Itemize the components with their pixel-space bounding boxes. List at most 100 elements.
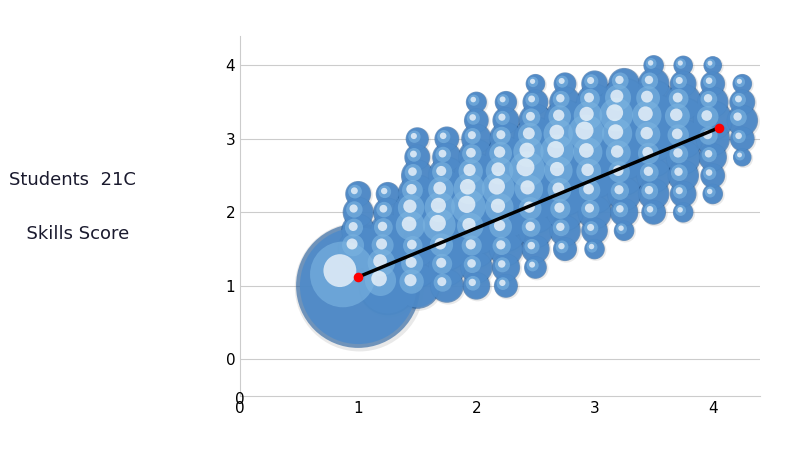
Point xyxy=(437,151,450,158)
Point xyxy=(678,136,690,144)
Point xyxy=(678,155,690,162)
Point xyxy=(382,191,395,198)
Point xyxy=(352,274,365,281)
Point xyxy=(522,203,535,211)
Point xyxy=(733,151,746,158)
Point xyxy=(382,282,394,289)
Point xyxy=(501,136,514,144)
Point xyxy=(501,284,514,291)
Point xyxy=(558,227,571,234)
Point xyxy=(529,264,542,271)
Point xyxy=(529,117,542,124)
Point xyxy=(407,132,420,140)
Point xyxy=(493,167,506,175)
Point xyxy=(406,168,419,175)
Point xyxy=(465,149,478,156)
Point xyxy=(530,155,543,162)
Point xyxy=(412,173,425,180)
Point xyxy=(441,209,454,216)
Point xyxy=(411,264,424,271)
Point xyxy=(582,112,594,119)
Point xyxy=(353,247,366,254)
Point xyxy=(470,264,482,271)
Point xyxy=(526,262,539,269)
Point xyxy=(462,185,475,192)
Point xyxy=(374,257,386,265)
Point xyxy=(590,173,602,180)
Point xyxy=(672,131,685,139)
Point xyxy=(649,63,662,70)
Point xyxy=(441,135,454,143)
Point xyxy=(411,245,424,252)
Point xyxy=(529,99,542,106)
Point xyxy=(558,209,571,216)
Point xyxy=(558,99,571,106)
Point xyxy=(436,150,449,157)
Point xyxy=(521,184,534,191)
Point xyxy=(501,265,514,272)
Point xyxy=(494,241,507,248)
Point xyxy=(411,282,424,289)
Point xyxy=(499,282,512,289)
Point xyxy=(470,264,482,271)
Point xyxy=(590,99,602,107)
Point xyxy=(590,247,602,254)
Point xyxy=(441,153,454,161)
Point xyxy=(590,210,602,217)
Point xyxy=(435,167,448,175)
Point xyxy=(558,117,571,124)
Point xyxy=(733,78,746,85)
Point xyxy=(647,80,660,87)
Point xyxy=(411,172,424,179)
Point xyxy=(499,153,512,161)
Point xyxy=(706,62,719,69)
Point xyxy=(471,118,484,125)
Point xyxy=(618,99,630,106)
Point xyxy=(649,118,662,125)
Point xyxy=(353,284,366,291)
Point xyxy=(374,277,387,284)
Point xyxy=(495,132,508,140)
Point xyxy=(558,99,571,106)
Point xyxy=(404,222,417,229)
Point xyxy=(411,209,424,216)
Point xyxy=(647,80,660,87)
Point xyxy=(471,228,484,235)
Point xyxy=(411,172,424,179)
Point xyxy=(706,117,719,124)
Point xyxy=(673,169,686,176)
Point xyxy=(495,242,508,249)
Point xyxy=(588,153,601,161)
Point xyxy=(352,209,365,216)
Point xyxy=(614,187,626,194)
Point xyxy=(672,95,685,102)
Point xyxy=(580,129,593,136)
Point xyxy=(732,132,745,140)
Point xyxy=(707,191,720,198)
Point xyxy=(736,99,749,106)
Point xyxy=(526,261,538,268)
Point xyxy=(441,264,454,271)
Point xyxy=(411,245,424,252)
Point xyxy=(737,81,750,89)
Point xyxy=(639,110,652,117)
Point xyxy=(647,99,660,106)
Point xyxy=(647,209,660,216)
Point xyxy=(467,115,480,122)
Point xyxy=(499,99,512,106)
Point xyxy=(529,190,542,198)
Point xyxy=(554,95,567,103)
Point xyxy=(499,117,512,124)
Point xyxy=(588,227,601,234)
Point xyxy=(588,99,601,106)
Point xyxy=(377,205,390,212)
Point xyxy=(378,206,390,213)
Point xyxy=(406,187,419,194)
Point xyxy=(588,99,601,106)
Point xyxy=(588,209,601,216)
Point xyxy=(647,135,660,143)
Point xyxy=(499,227,512,234)
Point xyxy=(495,113,508,121)
Point xyxy=(558,80,571,87)
Point xyxy=(649,191,662,198)
